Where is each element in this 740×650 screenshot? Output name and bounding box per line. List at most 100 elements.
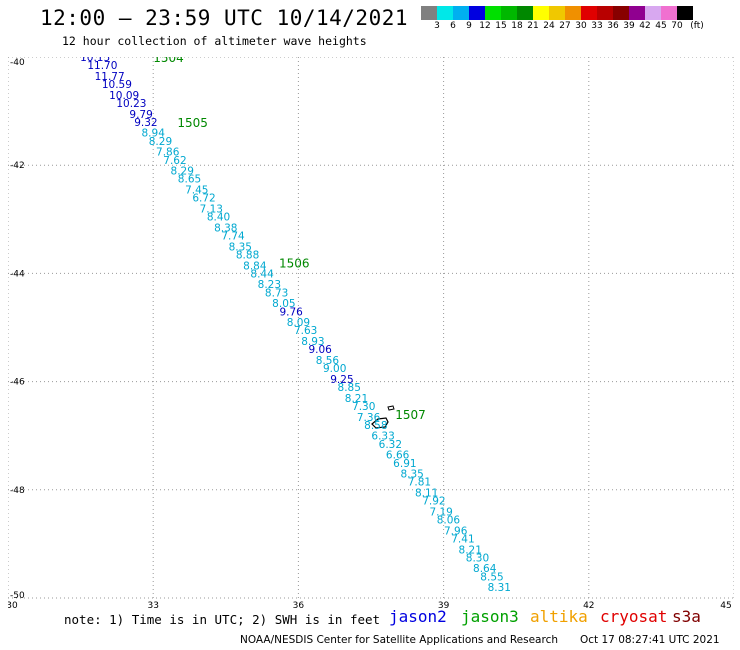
scale-label: (ft) [690,21,704,31]
swh-value: 6.72 [192,193,215,205]
lon-tick-label: 39 [438,601,450,609]
lat-tick-label: -44 [10,269,25,279]
swh-value: 10.59 [102,79,132,91]
scale-label: 70 [671,21,683,31]
scale-label: 18 [511,21,523,31]
swh-value: 8.21 [459,544,482,556]
satellite-cryosat: cryosat [600,607,668,626]
scale-swatch [661,6,677,20]
swh-value: 11.77 [95,71,125,83]
scale-label: 24 [543,21,555,31]
swh-values: 10.1511.7011.7710.5910.0910.239.799.328.… [80,57,511,594]
swh-value: 10.15 [80,57,110,64]
swh-value: 8.88 [236,249,259,261]
swh-value: 6.66 [386,450,410,462]
credit-line: NOAA/NESDIS Center for Satellite Applica… [240,634,558,646]
swh-value: 8.56 [316,355,340,367]
scale-label: 3 [434,21,440,31]
swh-value: 8.40 [207,212,230,224]
swh-value: 7.13 [200,203,223,215]
swh-value: 8.31 [488,582,511,594]
scale-swatch [501,6,517,20]
scale-swatch [629,6,645,20]
swh-value: 8.38 [214,222,237,234]
scale-label: 27 [559,21,571,31]
satellite-s3a: s3a [672,607,701,626]
swh-value: 8.93 [301,336,324,348]
lon-tick-label: 45 [720,601,731,609]
swh-value: 10.09 [109,90,139,102]
lon-tick-label: 33 [147,601,158,609]
swh-value: 6.32 [379,439,402,451]
scale-swatch [437,6,453,20]
scale-label: 42 [639,21,651,31]
swh-value: 8.09 [287,317,310,329]
swh-value: 8.23 [258,279,281,291]
scale-label: 21 [527,21,539,31]
scale-swatch [597,6,613,20]
swh-value: 8.84 [243,260,267,272]
scale-label: 33 [591,21,603,31]
swh-scale-labels: 3 6 9 12 15 18 21 24 27 30 33 36 39 42 45 70 (ft) [0,21,740,33]
swh-value: 7.86 [156,147,180,159]
track-number-label: 1506 [279,257,310,271]
swh-value: 8.35 [400,469,423,481]
swh-value: 8.85 [338,382,361,394]
track-number-label: 1505 [177,116,208,130]
scale-swatch [581,6,597,20]
scale-label: 15 [495,21,507,31]
scale-swatch [421,6,437,20]
swh-value: 9.76 [279,306,303,318]
swh-value: 9.79 [129,109,152,121]
generated-timestamp: Oct 17 08:27:41 UTC 2021 [580,634,720,646]
swh-value: 9.25 [330,374,353,386]
swh-value: 9.00 [323,363,346,375]
track-number-label: 1504 [153,57,184,65]
lat-tick-label: -50 [10,591,25,601]
scale-label: 45 [655,21,667,31]
scale-swatch [677,6,693,20]
map-background [8,57,734,598]
units-note: note: 1) Time is in UTC; 2) SWH is in fe… [64,612,381,627]
scale-swatch [485,6,501,20]
swh-value: 6.91 [393,458,416,470]
swh-value: 7.30 [352,401,375,413]
swh-value: 7.92 [422,496,445,508]
island-outline [371,405,395,429]
swh-value: 8.29 [149,136,172,148]
swh-value: 8.94 [142,128,166,140]
scale-swatch [613,6,629,20]
scale-swatch [517,6,533,20]
swh-value: 7.36 [357,412,381,424]
swh-value: 8.29 [171,166,194,178]
swh-value: 8.58 [364,420,387,432]
altimeter-track-map: 30 33 36 39 42 45-40-42-44-46-48-50 10.1511.7… [8,57,734,609]
lat-tick-label: -46 [10,378,25,388]
scale-swatch [469,6,485,20]
swh-value: 7.19 [429,506,452,518]
swh-value: 11.70 [87,60,117,72]
swh-value: 8.73 [265,287,288,299]
swh-value: 7.41 [451,533,474,545]
swh-value: 8.11 [415,488,438,500]
swh-value: 8.21 [345,393,368,405]
scale-label: 12 [479,21,491,31]
map-title: 12:00 – 23:59 UTC 10/14/2021 [40,6,409,30]
lat-tick-label: -48 [10,486,25,496]
lat-tick-label: -42 [10,161,25,171]
track-number-label: 1507 [395,408,426,422]
satellite-jason2: jason2 [389,607,447,626]
lon-tick-label: 36 [293,601,305,609]
swh-value: 8.64 [473,563,497,575]
axis-tick-labels: 30 33 36 39 42 45 -40 -42 -44 -46 -48 -50 [8,58,732,609]
swh-value: 10.23 [116,98,146,110]
swh-value: 8.65 [178,174,201,186]
track-labels: 15041505150615071508 [153,57,426,422]
lat-tick-label: -40 [10,58,25,68]
scale-label: 30 [575,21,587,31]
scale-label: 6 [450,21,456,31]
swh-value: 6.33 [371,431,394,443]
scale-swatch [453,6,469,20]
scale-swatch [549,6,565,20]
graticule [8,57,734,599]
